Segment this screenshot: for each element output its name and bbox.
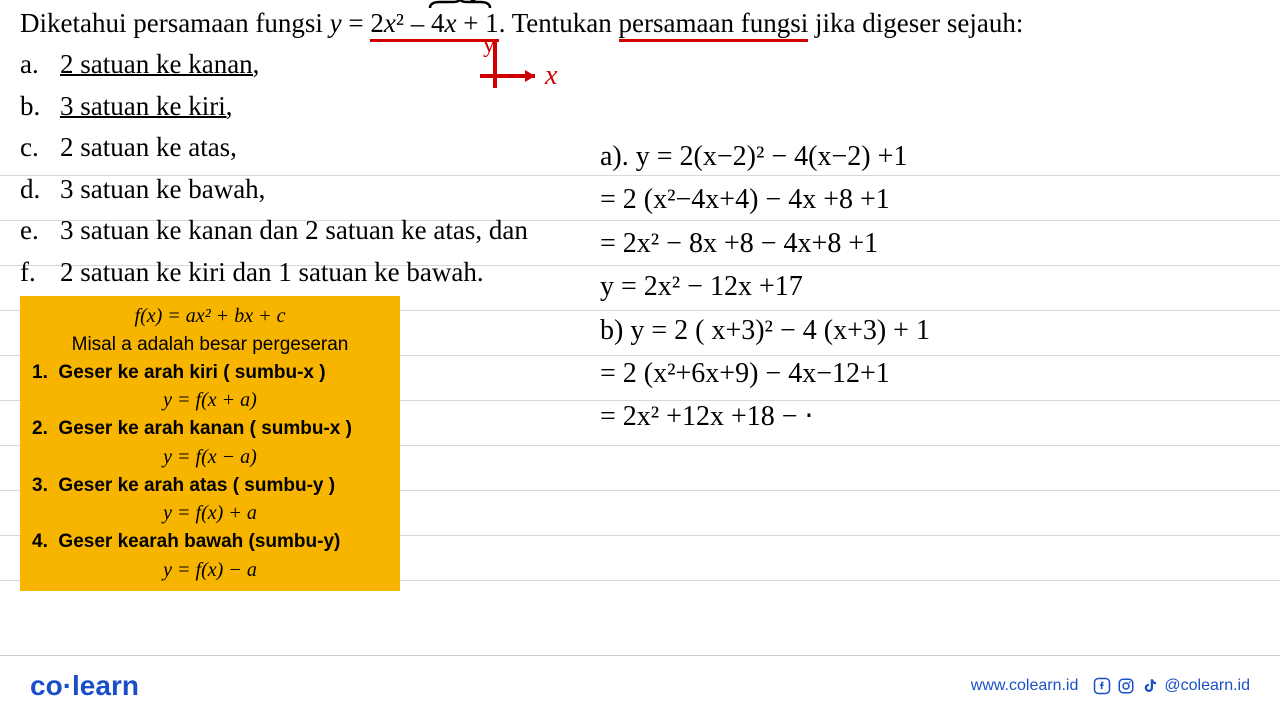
hw-line-7: = 2x² +12x +18 − ⋅ bbox=[600, 395, 1270, 438]
website-url: www.colearn.id bbox=[971, 677, 1079, 695]
red-annotation-overlay: y x bbox=[425, 0, 585, 98]
question-suffix: jika digeser sejauh: bbox=[808, 8, 1023, 38]
brand-logo: co·learn bbox=[30, 670, 139, 702]
rule-2-eq: y = f(x − a) bbox=[32, 443, 388, 472]
hw-line-3: = 2x² − 8x +8 − 4x+8 +1 bbox=[600, 222, 1270, 265]
rule-1-eq: y = f(x + a) bbox=[32, 386, 388, 415]
hw-line-5: b) y = 2 ( x+3)² − 4 (x+3) + 1 bbox=[600, 309, 1270, 352]
hw-line-2: = 2 (x²−4x+4) − 4x +8 +1 bbox=[600, 178, 1270, 221]
social-icons: @colearn.id bbox=[1092, 676, 1250, 696]
rule-2: 2. Geser ke arah kanan ( sumbu-x ) bbox=[32, 415, 388, 443]
rule-3: 3. Geser ke arah atas ( sumbu-y ) bbox=[32, 472, 388, 500]
rule-4: 4. Geser kearah bawah (sumbu-y) bbox=[32, 528, 388, 556]
y-axis-label: y bbox=[483, 32, 495, 58]
option-b: b.3 satuan ke kiri, bbox=[20, 86, 1260, 127]
hw-line-4: y = 2x² − 12x +17 bbox=[600, 265, 1270, 308]
formula-desc: Misal a adalah besar pergeseran bbox=[32, 331, 388, 359]
facebook-icon bbox=[1092, 676, 1112, 696]
rule-3-eq: y = f(x) + a bbox=[32, 499, 388, 528]
tiktok-icon bbox=[1140, 676, 1160, 696]
hw-line-1: a). y = 2(x−2)² − 4(x−2) +1 bbox=[600, 135, 1270, 178]
x-axis-label: x bbox=[544, 60, 558, 91]
social-handle: @colearn.id bbox=[1164, 677, 1250, 695]
option-a: a.2 satuan ke kanan, bbox=[20, 44, 1260, 85]
rule-1: 1. Geser ke arah kiri ( sumbu-x ) bbox=[32, 359, 388, 387]
phrase-underlined: persamaan fungsi bbox=[619, 8, 809, 42]
hw-line-6: = 2 (x²+6x+9) − 4x−12+1 bbox=[600, 352, 1270, 395]
rule-4-eq: y = f(x) − a bbox=[32, 556, 388, 585]
handwritten-solution: a). y = 2(x−2)² − 4(x−2) +1 = 2 (x²−4x+4… bbox=[600, 135, 1270, 439]
formula-top: f(x) = ax² + bx + c bbox=[32, 302, 388, 331]
footer-bar: co·learn www.colearn.id @colearn.id bbox=[0, 655, 1280, 702]
question-text: Diketahui persamaan fungsi y = 2x² – 4x … bbox=[20, 8, 1260, 42]
formula-reference-box: f(x) = ax² + bx + c Misal a adalah besar… bbox=[20, 296, 400, 591]
instagram-icon bbox=[1116, 676, 1136, 696]
question-prefix: Diketahui persamaan fungsi bbox=[20, 8, 330, 38]
